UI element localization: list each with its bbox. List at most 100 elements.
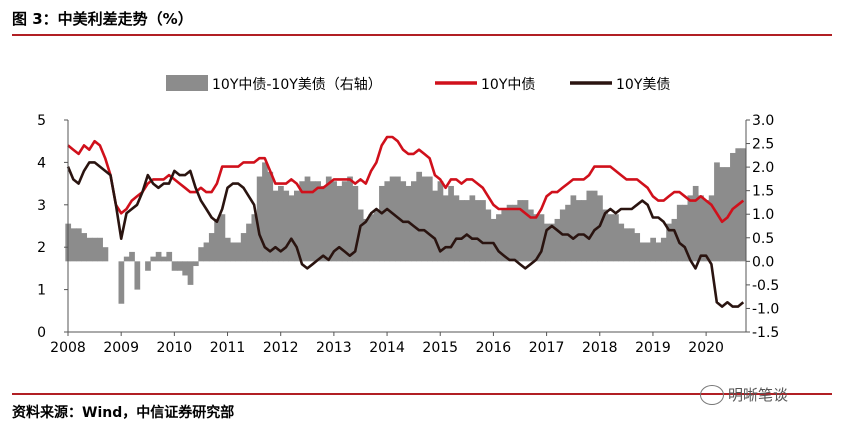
spread-bar-116 bbox=[682, 204, 688, 262]
spread-bar-23 bbox=[187, 261, 194, 285]
spread-bar-83 bbox=[506, 204, 513, 262]
legend-label: 10Y美债 bbox=[616, 77, 670, 93]
spread-bar-65 bbox=[410, 181, 417, 262]
x-tick-label: 2011 bbox=[210, 340, 246, 356]
bottom-divider bbox=[12, 393, 832, 395]
spread-bar-15 bbox=[145, 261, 151, 271]
spread-bar-80 bbox=[490, 218, 497, 262]
spread-bar-91 bbox=[549, 223, 555, 262]
yield-lines-layer bbox=[66, 135, 745, 308]
spread-bar-95 bbox=[570, 195, 577, 262]
left-tick-label: 4 bbox=[37, 155, 46, 171]
spread-bar-120 bbox=[703, 200, 710, 262]
spread-bar-64 bbox=[405, 185, 412, 262]
x-tick-label: 2014 bbox=[369, 340, 405, 356]
spread-bar-50 bbox=[331, 181, 337, 262]
spread-bar-61 bbox=[389, 176, 396, 262]
left-tick-label: 2 bbox=[37, 240, 46, 256]
cn-10y-line bbox=[67, 135, 745, 224]
x-tick-label: 2016 bbox=[476, 340, 512, 356]
spread-bar-125 bbox=[730, 152, 736, 262]
spread-bar-84 bbox=[512, 204, 518, 262]
spread-bar-71 bbox=[442, 195, 449, 262]
spread-bar-41 bbox=[283, 190, 290, 262]
spread-bar-98 bbox=[586, 190, 593, 262]
spread-bar-31 bbox=[230, 242, 236, 262]
spread-bar-121 bbox=[708, 195, 715, 262]
spread-bar-101 bbox=[602, 209, 609, 262]
spread-bar-44 bbox=[299, 181, 306, 262]
spread-bar-30 bbox=[224, 237, 231, 262]
spread-bar-104 bbox=[618, 223, 625, 262]
spread-bar-75 bbox=[464, 200, 470, 262]
spread-bar-102 bbox=[607, 214, 614, 262]
spread-bar-4 bbox=[86, 237, 93, 262]
x-tick-label: 2019 bbox=[635, 340, 671, 356]
spread-bar-28 bbox=[214, 218, 220, 262]
spread-bar-60 bbox=[384, 181, 391, 262]
spread-bar-111 bbox=[655, 242, 662, 262]
spread-bar-39 bbox=[272, 190, 279, 262]
spread-bar-72 bbox=[448, 185, 454, 262]
right-tick-label: 1.5 bbox=[752, 184, 774, 200]
spread-bar-106 bbox=[629, 228, 635, 262]
spread-bar-25 bbox=[198, 247, 204, 262]
spread-bar-105 bbox=[623, 228, 630, 262]
spread-bar-35 bbox=[251, 214, 258, 262]
watermark: 明晰笔谈 bbox=[700, 384, 788, 405]
x-tick-label: 2015 bbox=[422, 340, 458, 356]
spread-bar-24 bbox=[192, 261, 199, 267]
spread-bar-73 bbox=[453, 195, 460, 262]
spread-bar-56 bbox=[363, 218, 369, 262]
spread-bar-49 bbox=[325, 176, 332, 262]
right-tick-label: -0.5 bbox=[752, 278, 779, 294]
spread-bar-115 bbox=[676, 204, 683, 262]
x-tick-label: 2010 bbox=[157, 340, 193, 356]
spread-bar-88 bbox=[533, 214, 540, 262]
right-tick-label: 2.5 bbox=[752, 137, 774, 153]
spread-bar-92 bbox=[554, 218, 561, 262]
spread-bar-85 bbox=[517, 200, 524, 262]
spread-bar-43 bbox=[294, 190, 300, 262]
spread-bar-109 bbox=[644, 242, 651, 262]
spread-bar-78 bbox=[480, 200, 486, 262]
spread-bar-36 bbox=[256, 176, 263, 262]
spread-bar-48 bbox=[320, 185, 327, 262]
spread-bar-21 bbox=[177, 261, 183, 271]
right-tick-label: 2.0 bbox=[752, 160, 774, 176]
spread-bar-34 bbox=[246, 223, 252, 262]
right-tick-label: -1.0 bbox=[752, 301, 779, 317]
left-tick-label: 0 bbox=[37, 325, 46, 341]
spread-bar-59 bbox=[379, 185, 385, 262]
spread-bar-81 bbox=[496, 214, 502, 262]
spread-bar-108 bbox=[639, 242, 646, 262]
spread-bar-20 bbox=[171, 261, 178, 271]
spread-bar-99 bbox=[591, 190, 598, 262]
spread-bar-10 bbox=[118, 261, 125, 304]
spread-area-layer bbox=[65, 148, 747, 304]
spread-bar-87 bbox=[527, 209, 534, 262]
x-tick-label: 2017 bbox=[529, 340, 565, 356]
spread-bar-45 bbox=[304, 176, 311, 262]
spread-bar-67 bbox=[421, 176, 428, 262]
spread-bar-54 bbox=[352, 185, 359, 262]
spread-bar-127 bbox=[740, 148, 747, 262]
spread-bar-51 bbox=[336, 185, 343, 262]
spread-bar-113 bbox=[666, 223, 672, 262]
spread-bar-11 bbox=[123, 256, 130, 262]
spread-bar-89 bbox=[538, 214, 545, 262]
spread-bar-12 bbox=[129, 251, 135, 262]
left-tick-label: 1 bbox=[37, 283, 46, 299]
spread-bar-27 bbox=[208, 233, 215, 262]
spread-bar-32 bbox=[235, 242, 242, 262]
spread-bar-19 bbox=[166, 251, 173, 262]
spread-bar-38 bbox=[267, 171, 274, 262]
spread-bar-97 bbox=[581, 200, 587, 262]
spread-bar-37 bbox=[262, 162, 268, 262]
wechat-icon bbox=[700, 384, 724, 405]
spread-bar-3 bbox=[81, 233, 88, 262]
spread-bar-82 bbox=[501, 209, 508, 262]
x-tick-label: 2012 bbox=[263, 340, 299, 356]
spread-bar-42 bbox=[288, 195, 295, 262]
